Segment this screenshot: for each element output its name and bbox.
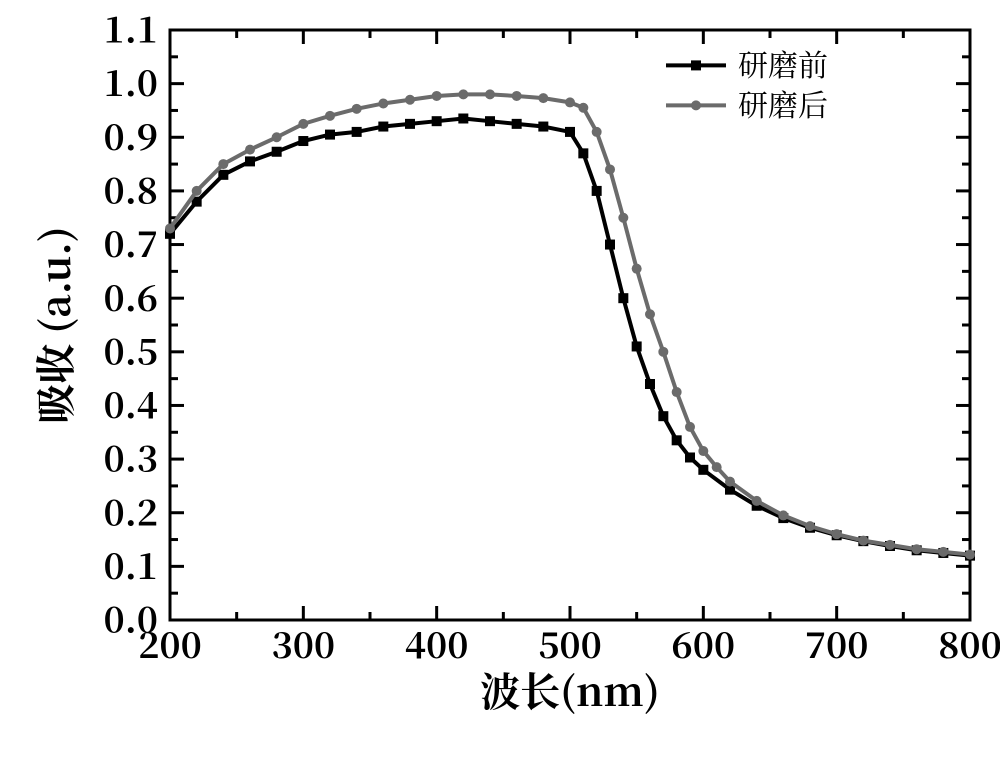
series-marker-before: [298, 136, 308, 146]
series-marker-before: [645, 379, 655, 389]
series-marker-after: [685, 422, 695, 432]
series-marker-after: [245, 145, 255, 155]
series-marker-after: [645, 309, 655, 319]
series-marker-before: [578, 148, 588, 158]
series-marker-before: [352, 127, 362, 137]
series-marker-before: [512, 119, 522, 129]
series-marker-before: [632, 341, 642, 351]
series-marker-after: [352, 104, 362, 114]
series-marker-after: [672, 387, 682, 397]
y-tick-label: 0.1: [104, 539, 158, 590]
y-tick-label: 0.0: [104, 593, 158, 644]
series-marker-before: [405, 119, 415, 129]
series-marker-after: [432, 91, 442, 101]
y-tick-label: 0.7: [104, 217, 158, 268]
series-marker-after: [325, 111, 335, 121]
y-tick-label: 0.8: [104, 164, 158, 215]
y-tick-label: 0.5: [104, 324, 158, 375]
series-marker-after: [752, 496, 762, 506]
x-axis-label: 波长(nm): [480, 661, 660, 718]
series-marker-before: [218, 170, 228, 180]
series-marker-before: [325, 130, 335, 140]
series-marker-after: [725, 477, 735, 487]
series-marker-after: [965, 550, 975, 560]
series-marker-after: [378, 98, 388, 108]
absorption-chart: 2003004005006007008000.00.10.20.30.40.50…: [0, 0, 1000, 763]
series-marker-after: [192, 186, 202, 196]
x-tick-label: 300: [272, 618, 336, 669]
series-marker-before: [245, 156, 255, 166]
y-axis-label: 吸收 (a.u.): [25, 226, 82, 423]
series-marker-after: [272, 132, 282, 142]
y-tick-label: 0.9: [104, 110, 158, 161]
chart-container: 2003004005006007008000.00.10.20.30.40.50…: [0, 0, 1000, 763]
series-marker-after: [578, 103, 588, 113]
series-marker-before: [605, 240, 615, 250]
x-tick-label: 700: [805, 618, 869, 669]
series-marker-before: [592, 186, 602, 196]
series-marker-after: [538, 93, 548, 103]
legend-label-before: 研磨前: [738, 41, 828, 85]
series-marker-after: [165, 223, 175, 233]
series-marker-after: [512, 91, 522, 101]
x-tick-label: 400: [405, 618, 469, 669]
series-marker-after: [712, 462, 722, 472]
series-marker-after: [698, 446, 708, 456]
series-marker-after: [592, 127, 602, 137]
series-marker-after: [458, 89, 468, 99]
y-tick-label: 0.4: [104, 378, 158, 429]
series-marker-before: [658, 411, 668, 421]
series-marker-before: [378, 122, 388, 132]
y-tick-label: 1.0: [104, 56, 158, 107]
y-tick-label: 0.3: [104, 432, 158, 483]
series-marker-before: [698, 465, 708, 475]
series-marker-after: [298, 119, 308, 129]
series-marker-after: [912, 544, 922, 554]
series-marker-before: [432, 116, 442, 126]
series-marker-before: [565, 127, 575, 137]
series-marker-after: [885, 540, 895, 550]
series-marker-before: [538, 122, 548, 132]
series-marker-after: [218, 159, 228, 169]
series-marker-before: [272, 147, 282, 157]
series-marker-after: [832, 529, 842, 539]
series-marker-before: [618, 293, 628, 303]
series-marker-after: [858, 536, 868, 546]
x-tick-label: 600: [672, 618, 736, 669]
legend-marker-before: [691, 60, 701, 70]
y-tick-label: 0.6: [104, 271, 158, 322]
series-marker-after: [565, 97, 575, 107]
series-marker-before: [485, 116, 495, 126]
series-marker-after: [405, 95, 415, 105]
y-tick-label: 0.2: [104, 485, 158, 536]
legend-marker-after: [691, 100, 701, 110]
series-marker-after: [605, 164, 615, 174]
series-marker-after: [938, 547, 948, 557]
series-marker-after: [485, 89, 495, 99]
series-marker-before: [685, 452, 695, 462]
legend-label-after: 研磨后: [738, 81, 828, 125]
series-marker-after: [658, 347, 668, 357]
series-marker-after: [805, 521, 815, 531]
series-marker-after: [618, 213, 628, 223]
series-marker-before: [672, 435, 682, 445]
series-marker-before: [458, 114, 468, 124]
series-marker-after: [632, 264, 642, 274]
x-tick-label: 800: [938, 618, 1000, 669]
series-marker-after: [778, 510, 788, 520]
y-tick-label: 1.1: [104, 3, 158, 54]
